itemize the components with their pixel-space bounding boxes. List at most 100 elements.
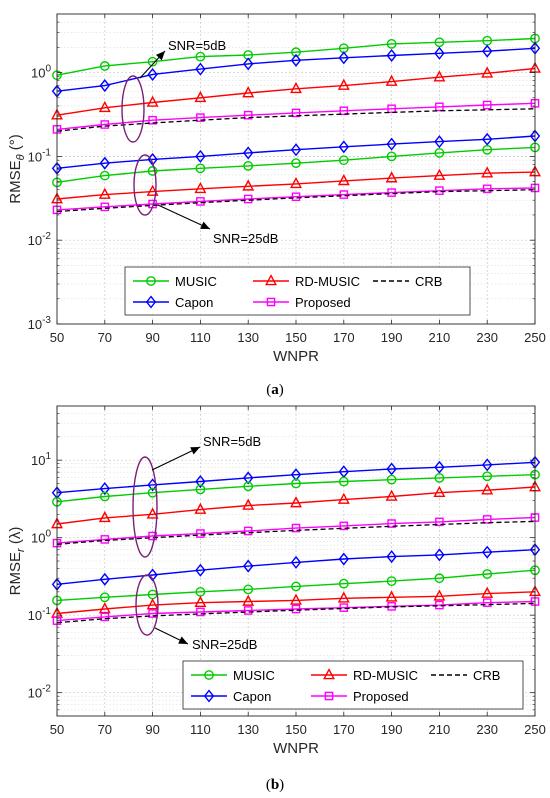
data-point bbox=[434, 46, 445, 60]
data-point bbox=[243, 194, 253, 204]
data-point bbox=[435, 517, 444, 527]
legend: MUSIC RD-MUSIC CRB Capon Proposed bbox=[182, 660, 524, 710]
panel-b: 50 70 90 110 130 150 170 190 210 230 250 10-2 10-1 10… bbox=[7, 405, 546, 793]
data-point bbox=[99, 482, 110, 496]
data-point bbox=[482, 44, 493, 58]
data-point bbox=[196, 529, 205, 538]
data-point bbox=[482, 545, 493, 559]
data-point bbox=[337, 591, 350, 603]
legend-item-crb: CRB bbox=[373, 274, 442, 289]
data-point bbox=[387, 104, 396, 114]
series-proposed-5dB bbox=[52, 513, 540, 548]
data-point bbox=[146, 95, 159, 107]
data-point bbox=[434, 473, 445, 483]
data-point bbox=[385, 74, 398, 86]
arrow-head bbox=[178, 636, 188, 644]
legend-marker bbox=[266, 297, 276, 307]
data-point bbox=[482, 184, 492, 194]
series-line bbox=[56, 516, 536, 544]
data-point bbox=[195, 62, 206, 76]
x-tick-label: 130 bbox=[237, 722, 259, 737]
legend-item-music: MUSIC bbox=[191, 668, 275, 683]
legend-label: RD-MUSIC bbox=[353, 668, 418, 683]
x-tick-label: 170 bbox=[333, 722, 355, 737]
data-point bbox=[147, 166, 158, 176]
data-point bbox=[339, 521, 349, 531]
data-point bbox=[338, 578, 349, 589]
data-point bbox=[338, 140, 349, 154]
data-point bbox=[243, 606, 253, 615]
y-axis-label: RMSEr (λ) bbox=[7, 527, 27, 596]
data-point bbox=[386, 48, 397, 62]
annotation-snr-25db: SNR=25dB bbox=[213, 231, 278, 246]
annotation-snr-5db: SNR=5dB bbox=[203, 434, 261, 449]
data-point bbox=[242, 594, 255, 606]
data-point bbox=[99, 61, 110, 71]
annotation-arrow bbox=[157, 204, 211, 230]
data-point bbox=[98, 510, 111, 523]
data-point bbox=[196, 197, 205, 206]
series-line bbox=[56, 102, 536, 131]
data-point bbox=[242, 86, 255, 98]
data-point bbox=[148, 609, 157, 618]
data-point bbox=[434, 573, 445, 584]
legend-label: CRB bbox=[473, 668, 500, 683]
x-tick-label: 110 bbox=[190, 722, 211, 737]
data-point bbox=[243, 584, 254, 595]
arrow-head bbox=[155, 51, 165, 61]
data-point bbox=[291, 192, 301, 202]
data-point bbox=[337, 174, 350, 186]
x-axis-label: WNPR bbox=[273, 348, 319, 365]
data-point bbox=[146, 598, 159, 610]
x-tick-label: 170 bbox=[333, 330, 355, 345]
data-point bbox=[194, 181, 207, 194]
data-point bbox=[481, 586, 494, 598]
x-tick-label: 210 bbox=[429, 722, 451, 737]
x-tick-label: 230 bbox=[476, 330, 498, 345]
series-music-5dB bbox=[52, 469, 540, 507]
data-point bbox=[386, 550, 397, 564]
x-tick-label: 230 bbox=[476, 722, 498, 737]
series-line bbox=[56, 146, 536, 183]
x-tick-label: 130 bbox=[237, 330, 259, 345]
data-point bbox=[194, 595, 207, 607]
data-point bbox=[243, 160, 254, 171]
data-point bbox=[243, 526, 253, 536]
data-point bbox=[195, 563, 206, 577]
data-point bbox=[386, 137, 397, 151]
series-rd-music-5dB bbox=[51, 480, 541, 529]
data-point bbox=[290, 593, 302, 605]
legend-item-proposed: Proposed bbox=[311, 689, 409, 704]
x-tick-label: 190 bbox=[381, 722, 403, 737]
data-point bbox=[291, 478, 301, 489]
data-point bbox=[290, 176, 302, 189]
data-point bbox=[386, 38, 397, 49]
series-line bbox=[56, 37, 536, 76]
data-point bbox=[243, 57, 254, 71]
data-point bbox=[290, 143, 302, 157]
data-point bbox=[290, 53, 302, 67]
series-line bbox=[56, 108, 536, 132]
x-tick-label: 50 bbox=[50, 722, 64, 737]
x-tick-label: 210 bbox=[429, 330, 451, 345]
data-point bbox=[337, 492, 350, 504]
data-point bbox=[99, 491, 110, 502]
data-point bbox=[434, 148, 445, 158]
legend-item-capon: Capon bbox=[191, 689, 271, 704]
data-point bbox=[147, 56, 158, 67]
y-tick-label: 10-1 bbox=[28, 606, 52, 623]
data-point bbox=[147, 67, 158, 81]
x-tick-label: 90 bbox=[145, 330, 159, 345]
data-point bbox=[100, 202, 110, 212]
x-tick-label: 250 bbox=[524, 330, 546, 345]
data-point bbox=[386, 462, 397, 476]
data-point bbox=[100, 535, 110, 544]
legend: MUSIC RD-MUSIC CRB Capon Proposed bbox=[124, 266, 471, 316]
legend-label: RD-MUSIC bbox=[295, 274, 360, 289]
data-point bbox=[99, 170, 110, 181]
series-line bbox=[56, 486, 536, 525]
data-point bbox=[386, 576, 397, 587]
data-point bbox=[387, 519, 396, 528]
x-tick-label: 90 bbox=[145, 722, 159, 737]
legend-marker bbox=[204, 670, 214, 680]
